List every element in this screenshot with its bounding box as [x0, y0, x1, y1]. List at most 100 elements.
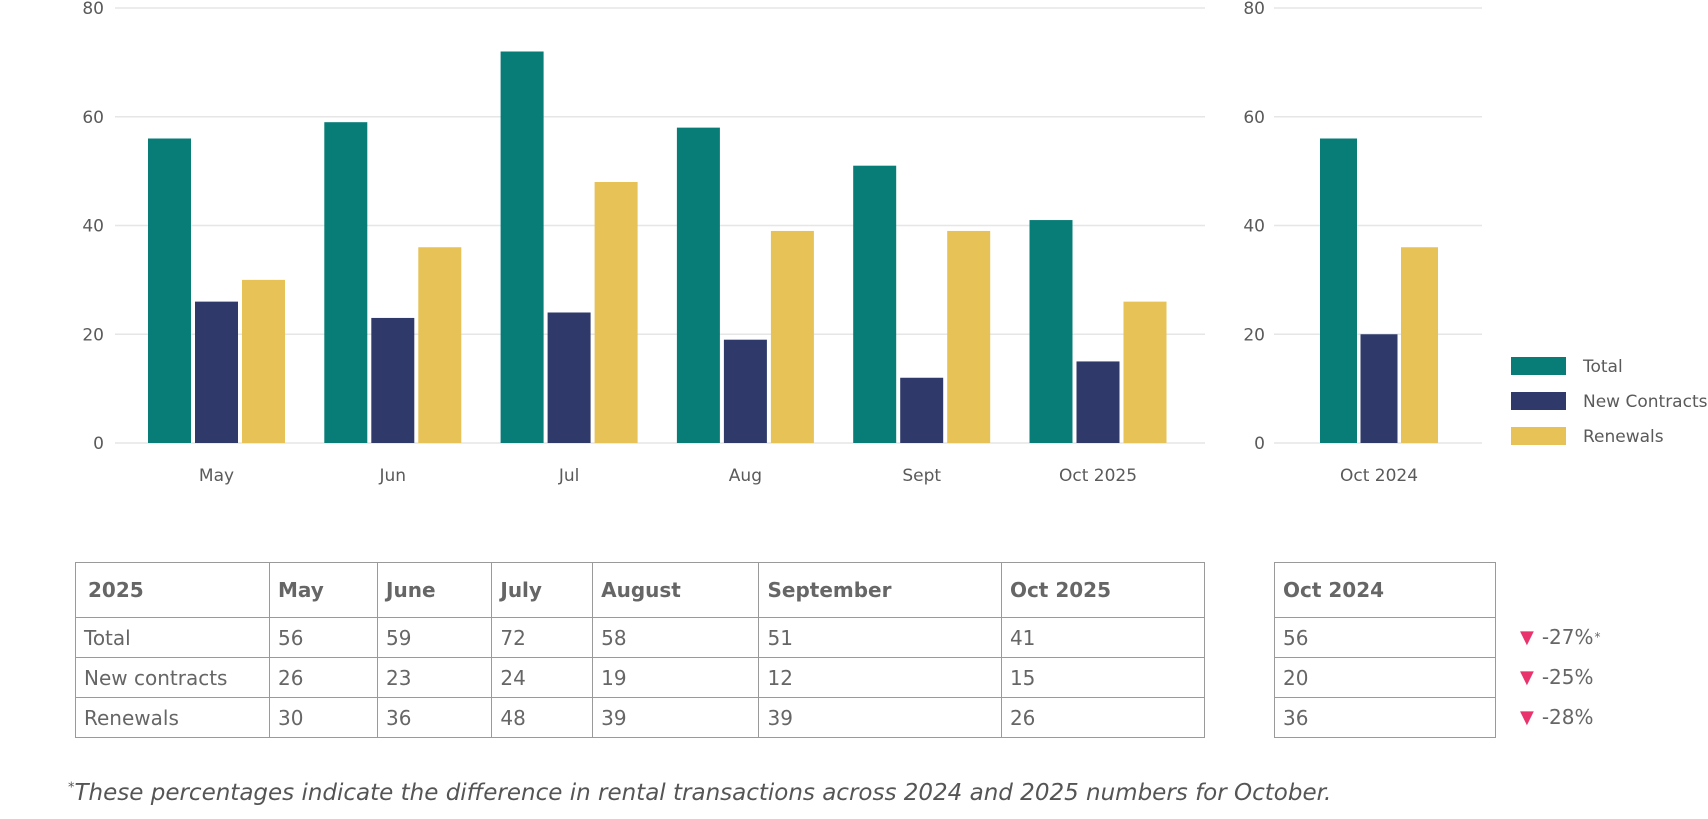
table-cell: 39 — [758, 697, 1002, 738]
table-header-row: Oct 2024 — [1274, 562, 1496, 618]
change-renewals: ▼ -28% — [1520, 697, 1601, 737]
table-cell: 26 — [1000, 697, 1206, 738]
table-cell: 19 — [592, 657, 760, 698]
table-cell: 24 — [491, 657, 594, 698]
legend-label: New Contracts — [1583, 392, 1708, 412]
bar-new-contracts — [547, 312, 591, 443]
header-oct-2024: Oct 2024 — [1274, 562, 1496, 618]
table-cell: 56 — [268, 617, 379, 658]
table-header-row: 2025 May June July August September Oct … — [75, 562, 1206, 618]
header-august: August — [592, 562, 760, 618]
row-label-renewals: Renewals — [75, 697, 270, 738]
table-row: 20 — [1274, 657, 1496, 698]
y-tick-label: 40 — [82, 217, 104, 237]
bar-renewals — [418, 247, 462, 443]
change-total: ▼ -27% * — [1520, 617, 1601, 657]
monthly-data-table: 2025 May June July August September Oct … — [75, 562, 1206, 738]
table-cell: 59 — [377, 617, 493, 658]
y-tick-label: 0 — [93, 434, 104, 454]
row-label-new-contracts: New contracts — [75, 657, 270, 698]
chart-legend: Total New Contracts Renewals — [1511, 357, 1708, 447]
x-category-label: Sept — [902, 466, 941, 486]
bar-new-contracts — [195, 301, 238, 443]
table-cell: 20 — [1274, 657, 1496, 698]
bar-total — [148, 138, 191, 443]
x-category-label: May — [199, 466, 234, 486]
table-cell: 36 — [1274, 697, 1496, 738]
y-tick-label: 60 — [82, 108, 104, 128]
bar-new-contracts — [723, 339, 767, 443]
footnote: *These percentages indicate the differen… — [68, 780, 1331, 806]
legend-swatch-renewals — [1511, 427, 1566, 445]
bar-renewals — [242, 279, 285, 443]
table-cell: 26 — [268, 657, 379, 698]
bar-total — [1320, 138, 1357, 443]
row-label-total: Total — [75, 617, 270, 658]
legend-label: Renewals — [1583, 427, 1664, 447]
comparison-bar-chart: 0 20 40 60 80 Oct 2024 — [1243, 0, 1482, 486]
table-cell: 51 — [758, 617, 1002, 658]
header-may: May — [268, 562, 379, 618]
table-cell: 72 — [491, 617, 594, 658]
asterisk-mark: * — [1594, 630, 1601, 644]
bar-renewals — [594, 182, 638, 443]
main-bar-chart: 0 20 40 60 80 May Jun Jul Aug Sept Oct 2025 — [82, 0, 1205, 486]
bar-total — [676, 127, 720, 443]
change-value: -27% — [1541, 625, 1594, 649]
y-tick-label: 40 — [1243, 217, 1265, 237]
footnote-mark: * — [68, 780, 75, 796]
y-tick-label: 80 — [82, 0, 104, 19]
table-cell: 56 — [1274, 617, 1496, 658]
legend-swatch-total — [1511, 357, 1566, 375]
table-cell: 58 — [592, 617, 760, 658]
x-category-label: Oct 2025 — [1059, 466, 1137, 486]
table-row: New contracts 26 23 24 19 12 15 — [75, 657, 1206, 698]
table-cell: 39 — [592, 697, 760, 738]
bar-renewals — [770, 230, 814, 443]
header-july: July — [491, 562, 594, 618]
bar-renewals — [1123, 301, 1167, 443]
legend-swatch-new-contracts — [1511, 392, 1566, 410]
table-cell: 23 — [377, 657, 493, 698]
header-june: June — [377, 562, 493, 618]
bar-total — [324, 122, 368, 443]
footnote-text: These percentages indicate the differenc… — [74, 780, 1332, 806]
table-cell: 15 — [1000, 657, 1206, 698]
table-cell: 12 — [758, 657, 1002, 698]
table-cell: 30 — [268, 697, 379, 738]
x-category-label: Jul — [558, 466, 580, 486]
bar-renewals — [947, 230, 991, 443]
header-oct-2025: Oct 2025 — [1000, 562, 1206, 618]
table-row: Renewals 30 36 48 39 39 26 — [75, 697, 1206, 738]
y-tick-label: 80 — [1243, 0, 1265, 19]
bar-total — [500, 51, 544, 443]
change-new-contracts: ▼ -25% — [1520, 657, 1601, 697]
table-cell: 41 — [1000, 617, 1206, 658]
table-cell: 36 — [377, 697, 493, 738]
legend-label: Total — [1582, 357, 1623, 377]
y-tick-label: 0 — [1254, 434, 1265, 454]
y-tick-label: 60 — [1243, 108, 1265, 128]
table-row: 56 — [1274, 617, 1496, 658]
bar-new-contracts — [1360, 334, 1398, 443]
bar-new-contracts — [1076, 361, 1120, 443]
y-tick-label: 20 — [1243, 325, 1265, 345]
change-indicators: ▼ -27% * ▼ -25% ▼ -28% — [1520, 617, 1601, 737]
table-cell: 48 — [491, 697, 594, 738]
down-triangle-icon: ▼ — [1520, 626, 1534, 648]
bar-new-contracts — [371, 317, 415, 443]
charts-area: 0 20 40 60 80 May Jun Jul Aug Sept Oct 2025 0 20 40 6… — [82, 0, 1708, 486]
y-tick-label: 20 — [82, 325, 104, 345]
header-year: 2025 — [75, 562, 270, 618]
change-value: -28% — [1541, 705, 1594, 729]
x-category-label: Oct 2024 — [1340, 466, 1418, 486]
bar-total — [1029, 220, 1073, 443]
table-row: 36 — [1274, 697, 1496, 738]
down-triangle-icon: ▼ — [1520, 666, 1534, 688]
x-category-label: Aug — [729, 466, 762, 486]
table-row: Total 56 59 72 58 51 41 — [75, 617, 1206, 658]
oct-2024-table: Oct 2024 56 20 36 — [1274, 562, 1496, 738]
header-september: September — [758, 562, 1002, 618]
bar-renewals — [1401, 247, 1438, 443]
change-value: -25% — [1541, 665, 1594, 689]
